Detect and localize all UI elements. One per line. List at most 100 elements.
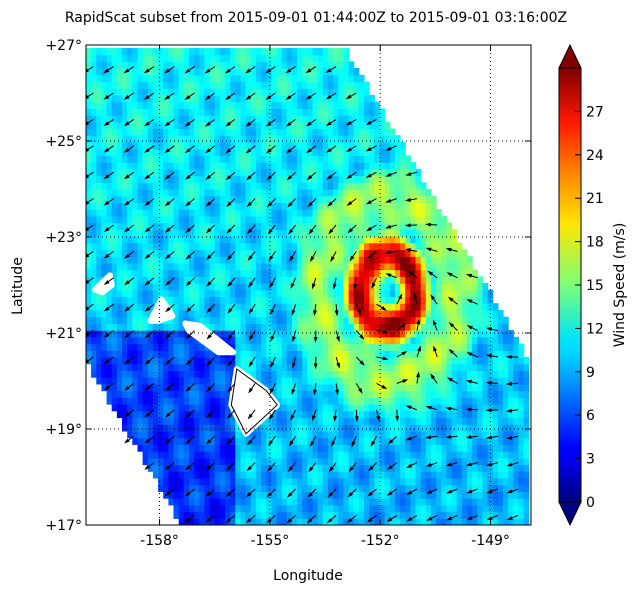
wind-cell [312,491,319,499]
wind-cell [497,484,504,492]
wind-cell [338,363,344,371]
wind-cell [503,518,509,525]
wind-cell [374,383,380,392]
wind-cell [508,404,514,412]
wind-cell [158,410,164,419]
wind-cell [158,101,164,109]
wind-cell [250,484,257,492]
wind-cell [384,215,391,224]
wind-cell [158,283,164,291]
wind-cell [369,296,375,304]
wind-cell [384,168,391,177]
wind-cell [199,175,205,183]
wind-cell [431,323,437,331]
wind-cell [384,128,391,136]
wind-cell [189,404,195,412]
wind-cell [261,504,267,513]
wind-cell [225,128,231,136]
wind-cell [292,410,298,419]
wind-cell [127,81,133,89]
wind-cell [405,323,411,331]
wind-cell [472,310,478,318]
wind-cell [178,94,185,103]
wind-cell [147,256,154,264]
wind-cell [209,94,216,103]
wind-cell [194,256,200,264]
wind-cell [338,47,344,56]
wind-cell [147,370,154,378]
wind-cell [353,108,360,116]
wind-cell [292,370,298,378]
wind-cell [147,249,154,257]
wind-cell [410,504,417,513]
wind-cell [384,242,391,251]
wind-cell [225,437,231,445]
wind-cell [343,316,350,324]
wind-cell [178,464,185,472]
wind-cell [281,256,288,264]
wind-cell [338,464,344,472]
wind-cell [266,343,272,351]
wind-cell [307,74,314,83]
wind-cell [178,310,185,318]
wind-cell [147,189,154,197]
wind-cell [122,175,128,183]
wind-cell [240,457,247,466]
wind-cell [405,383,411,392]
wind-cell [86,88,92,96]
wind-cell [364,323,370,331]
wind-cell [369,404,375,412]
wind-cell [219,148,226,156]
wind-cell [415,471,422,479]
wind-cell [225,471,231,479]
wind-cell [328,504,334,513]
wind-cell [353,189,360,197]
wind-cell [127,249,133,257]
wind-cell [451,236,458,244]
wind-cell [441,363,447,371]
wind-cell [400,336,406,345]
wind-cell [127,336,133,345]
wind-cell [389,404,396,412]
wind-cell [456,316,463,324]
wind-cell [158,128,164,136]
wind-cell [425,451,432,459]
wind-cell [317,142,324,150]
wind-cell [297,343,303,351]
wind-cell [508,518,514,525]
wind-cell [266,363,272,371]
wind-cell [405,249,411,257]
wind-cell [271,108,278,116]
wind-cell [194,303,200,311]
wind-cell [461,276,468,284]
wind-cell [379,269,386,277]
wind-cell [204,390,211,398]
wind-cell [477,457,483,466]
wind-cell [384,195,391,203]
wind-cell [348,350,355,358]
wind-cell [384,410,391,419]
wind-cell [389,182,396,190]
wind-cell [410,269,417,277]
wind-cell [297,108,303,116]
wind-cell [389,484,396,492]
wind-cell [312,484,319,492]
wind-cell [431,269,437,277]
wind-cell [487,504,494,513]
wind-cell [482,424,489,432]
wind-cell [358,303,365,311]
wind-cell [230,444,236,452]
wind-cell [394,310,401,318]
wind-cell [245,276,252,284]
wind-cell [307,249,314,257]
wind-cell [235,276,241,284]
wind-cell [302,330,308,338]
wind-cell [158,444,164,452]
wind-cell [250,310,257,318]
wind-cell [194,336,200,345]
wind-cell [338,168,344,177]
wind-cell [209,437,216,445]
wind-cell [338,296,344,304]
wind-cell [384,357,391,365]
wind-cell [436,370,442,378]
